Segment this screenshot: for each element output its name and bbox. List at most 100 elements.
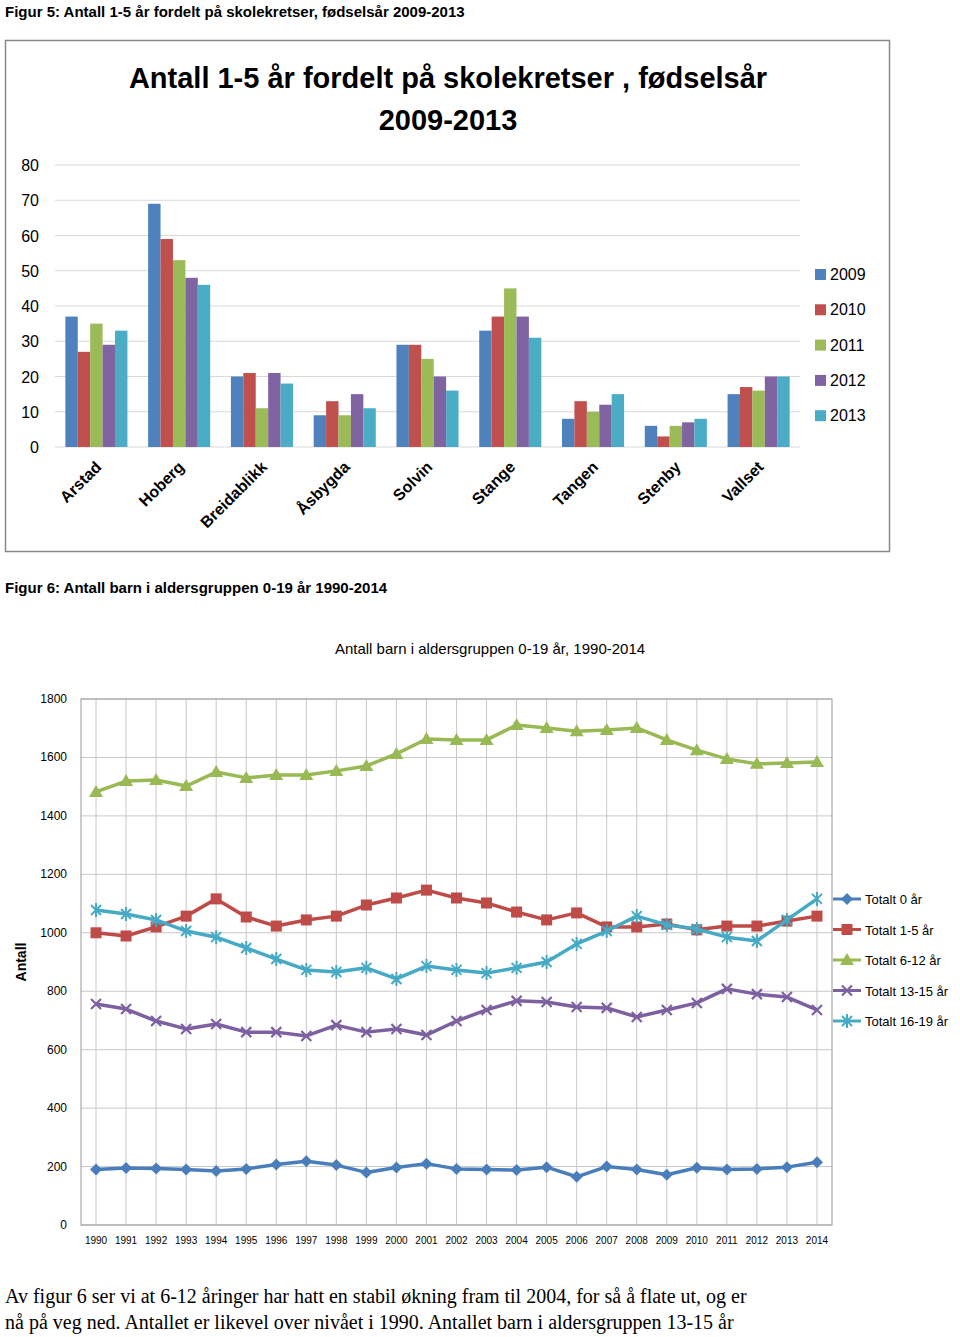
legend-marker — [842, 924, 853, 935]
grid-line — [696, 699, 697, 1225]
bar — [256, 408, 268, 447]
marker — [359, 759, 373, 771]
bar — [516, 317, 528, 447]
marker — [752, 934, 762, 948]
bar — [115, 331, 127, 447]
tick-label: 40 — [21, 298, 39, 315]
marker — [721, 1163, 733, 1175]
marker — [91, 927, 102, 938]
bar — [198, 285, 210, 447]
category-label: 2013 — [776, 1235, 799, 1246]
marker — [631, 1163, 643, 1175]
marker — [181, 911, 192, 922]
marker — [271, 921, 282, 932]
marker — [601, 1161, 613, 1173]
marker — [421, 1030, 431, 1040]
marker — [812, 892, 822, 906]
marker — [241, 1027, 251, 1037]
bar — [65, 317, 77, 447]
marker — [512, 996, 522, 1006]
series-line — [96, 899, 817, 979]
category-label: 1999 — [355, 1235, 378, 1246]
marker — [179, 779, 193, 791]
marker — [602, 1003, 612, 1013]
category-label: Vallset — [719, 458, 767, 506]
marker — [181, 924, 191, 938]
marker — [180, 1163, 192, 1175]
marker — [451, 1163, 463, 1175]
axis-label: Antall — [13, 943, 29, 982]
marker — [720, 752, 734, 764]
marker — [662, 1005, 672, 1015]
marker — [511, 907, 522, 918]
grid-line — [786, 699, 787, 1225]
marker — [630, 721, 644, 733]
marker — [361, 1027, 371, 1037]
grid-line — [55, 200, 800, 201]
category-label: 2012 — [746, 1235, 769, 1246]
marker — [361, 961, 371, 975]
legend-marker — [840, 953, 854, 965]
marker — [211, 1019, 221, 1029]
grid-line — [816, 699, 817, 1225]
marker — [632, 909, 642, 923]
marker — [452, 963, 462, 977]
bar — [612, 394, 624, 447]
marker — [572, 937, 582, 951]
marker — [151, 913, 161, 927]
bar — [587, 412, 599, 447]
marker — [450, 733, 464, 745]
tick-label: 0 — [60, 1218, 67, 1232]
legend-label: Totalt 1-5 år — [865, 923, 934, 938]
legend-marker — [841, 893, 853, 905]
category-label: 2002 — [445, 1235, 468, 1246]
series-line — [96, 1161, 817, 1176]
category-label: 2014 — [806, 1235, 829, 1246]
grid-line — [55, 235, 800, 236]
legend-label: 2009 — [830, 266, 866, 283]
marker — [481, 1163, 493, 1175]
category-label: 2009 — [656, 1235, 679, 1246]
legend-label: 2013 — [830, 407, 866, 424]
marker — [91, 903, 101, 917]
bar — [434, 377, 446, 448]
category-label: Stenby — [634, 458, 684, 508]
category-label: Tangen — [550, 458, 601, 509]
marker — [420, 1158, 432, 1170]
bar — [326, 401, 338, 447]
bar — [231, 377, 243, 448]
tick-label: 1000 — [40, 926, 67, 940]
marker — [541, 1161, 553, 1173]
bar — [599, 405, 611, 447]
marker — [572, 1002, 582, 1012]
marker — [391, 893, 402, 904]
bar — [765, 377, 777, 448]
bar — [752, 391, 764, 447]
marker — [89, 785, 103, 797]
bar — [268, 373, 280, 447]
legend-swatch — [815, 375, 826, 386]
marker — [121, 1004, 131, 1014]
tick-label: 1600 — [40, 750, 67, 764]
tick-label: 800 — [47, 984, 67, 998]
marker — [419, 732, 433, 744]
marker — [781, 1161, 793, 1173]
bar — [281, 384, 293, 447]
marker — [571, 1171, 583, 1183]
category-label: 2000 — [385, 1235, 408, 1246]
series-line — [96, 989, 817, 1036]
tick-label: 70 — [21, 192, 39, 209]
category-label: 2008 — [626, 1235, 649, 1246]
category-label: 1990 — [85, 1235, 108, 1246]
caption: Figur 6: Antall barn i aldersgruppen 0-1… — [5, 579, 388, 596]
category-label: 1994 — [205, 1235, 228, 1246]
bar — [446, 391, 458, 447]
marker — [811, 911, 822, 922]
paragraph-line: Av figur 6 ser vi at 6-12 åringer har ha… — [5, 1285, 747, 1308]
marker — [692, 998, 702, 1008]
bars — [65, 204, 789, 447]
marker — [451, 893, 462, 904]
category-label: Arstad — [57, 458, 105, 506]
marker — [209, 765, 223, 777]
bar — [574, 401, 586, 447]
